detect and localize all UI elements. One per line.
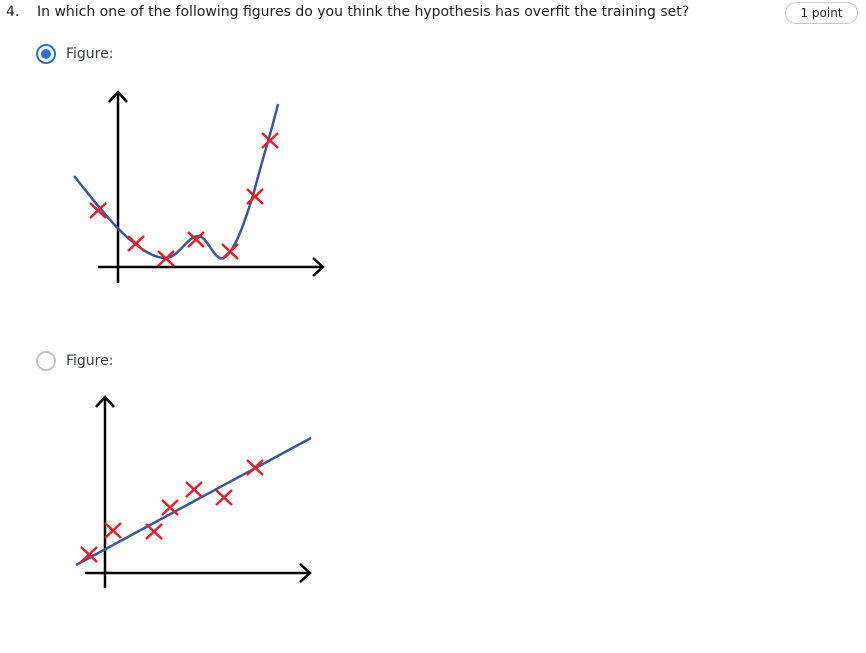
points-badge: 1 point (785, 2, 858, 24)
x-marker (145, 523, 163, 540)
x-marker (89, 202, 107, 219)
question-text: In which one of the following figures do… (37, 4, 690, 20)
option-1-radio-selected[interactable] (36, 44, 56, 64)
y-axis-arrowhead (95, 395, 115, 408)
hypothesis-curve (73, 103, 280, 260)
x-marker (127, 235, 145, 252)
option-1-label: Figure: (66, 46, 114, 62)
option-2-label: Figure: (66, 353, 114, 369)
x-marker (215, 489, 233, 506)
overfit-curve-figure (73, 90, 325, 283)
x-axis-arrowhead (299, 563, 312, 583)
x-marker (261, 132, 279, 149)
data-markers (80, 459, 264, 563)
linear-fit-figure (75, 395, 312, 588)
option-2-radio[interactable] (36, 351, 56, 371)
y-axis-arrowhead (108, 90, 128, 103)
x-axis-arrowhead (312, 257, 325, 277)
x-marker (221, 243, 239, 260)
x-marker (246, 459, 264, 476)
x-marker (187, 231, 205, 248)
x-marker (157, 250, 175, 267)
x-marker (185, 481, 203, 498)
data-markers (89, 132, 279, 267)
x-marker (246, 188, 264, 205)
x-marker (104, 522, 122, 539)
hypothesis-line (75, 436, 312, 567)
option-2[interactable]: Figure: (36, 351, 113, 371)
x-marker (80, 546, 98, 563)
option-1[interactable]: Figure: (36, 44, 113, 64)
question-number: 4. (6, 4, 20, 20)
x-marker (161, 499, 179, 516)
